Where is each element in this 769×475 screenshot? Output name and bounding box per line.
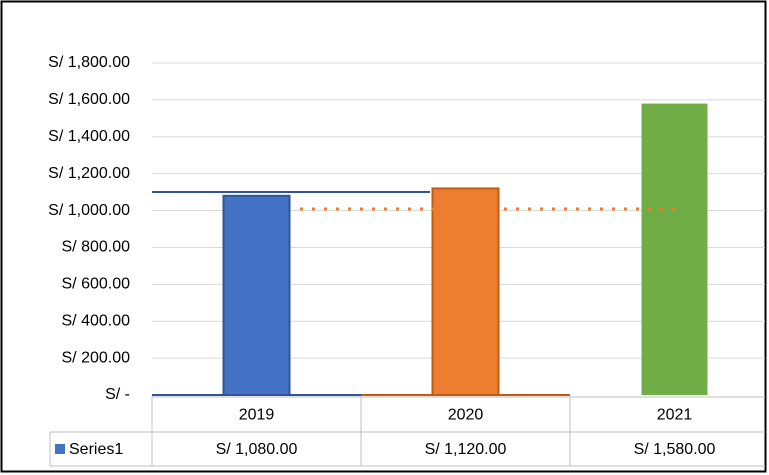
x-tick-label: 2020	[448, 407, 484, 424]
bar	[222, 194, 291, 396]
y-tick-label: S/ 1,800.00	[48, 54, 130, 71]
data-table-value: S/ 1,120.00	[425, 441, 507, 458]
y-tick-label: S/ 1,000.00	[48, 202, 130, 219]
legend-label: Series1	[69, 441, 123, 458]
x-tick-label: 2021	[657, 407, 693, 424]
bar	[431, 187, 500, 396]
y-tick-label: S/ 200.00	[62, 349, 131, 366]
y-tick-label: S/ -	[105, 386, 130, 403]
data-table-value: S/ 1,080.00	[216, 441, 298, 458]
y-tick-label: S/ 1,400.00	[48, 128, 130, 145]
bar	[641, 103, 708, 396]
y-tick-label: S/ 1,200.00	[48, 165, 130, 182]
y-tick-label: S/ 800.00	[62, 239, 131, 256]
y-tick-label: S/ 600.00	[62, 276, 131, 293]
data-table-value: S/ 1,580.00	[634, 441, 716, 458]
y-tick-label: S/ 1,600.00	[48, 91, 130, 108]
x-tick-label: 2019	[239, 407, 275, 424]
legend-swatch	[55, 444, 65, 454]
y-tick-label: S/ 400.00	[62, 312, 131, 329]
